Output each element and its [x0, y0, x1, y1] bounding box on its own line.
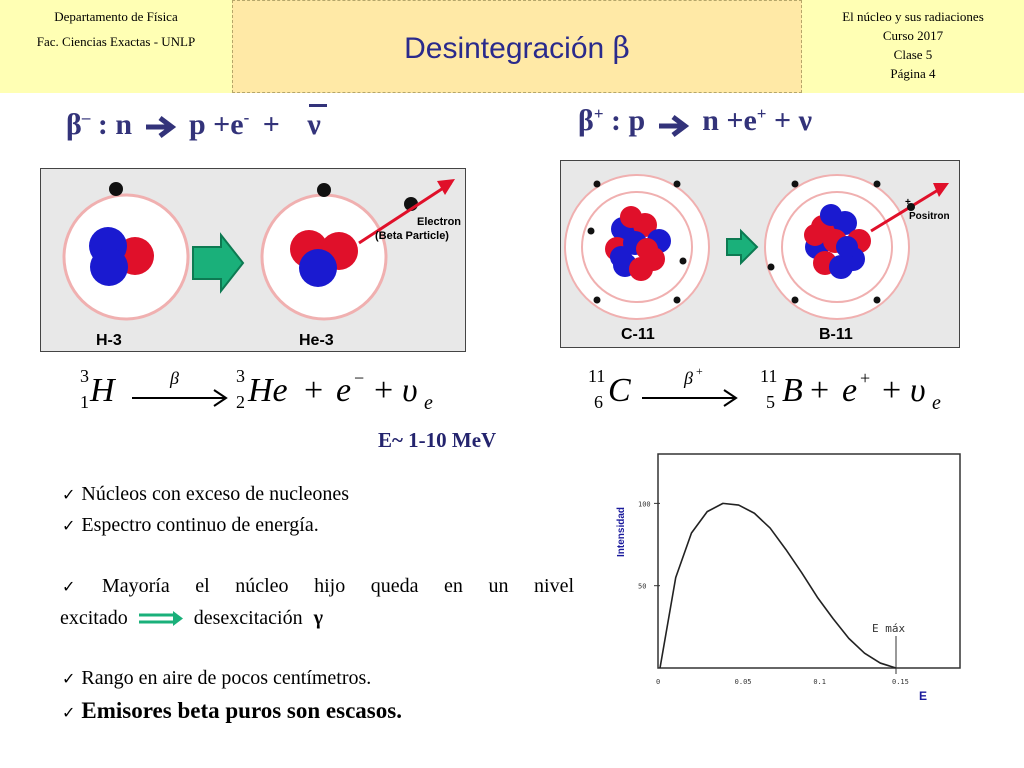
electron [587, 227, 595, 235]
label-he3: He-3 [299, 332, 334, 349]
x-tick-label: 0 [656, 678, 660, 686]
y-tick-label: 100 [638, 500, 651, 508]
nucleus-c11 [605, 206, 671, 281]
positron-label: Positron [909, 211, 950, 222]
x-axis-label: E [919, 689, 927, 703]
electron-he3 [317, 183, 331, 197]
check-icon: ✓ [62, 669, 76, 688]
electron [673, 296, 681, 304]
electron [767, 263, 775, 271]
y-tick-label: 50 [638, 583, 646, 591]
bullet-continuous-spectrum: ✓ Espectro continuo de energía. [62, 514, 319, 536]
electron [593, 296, 601, 304]
electron [673, 180, 681, 188]
equation-arrow-icon [642, 389, 738, 407]
beta-minus-diagram: Electron (Beta Particle) H-3 He-3 [40, 168, 466, 352]
electron [791, 180, 799, 188]
electron-h3 [109, 182, 123, 196]
positron-track [870, 185, 944, 233]
positron-sign: + [905, 197, 911, 208]
equation-beta-plus: 11 6 C β + 11 5 B + e + + υ e [588, 364, 941, 414]
faculty-label: Fac. Ciencias Exactas - UNLP [36, 34, 196, 49]
label-h3: H-3 [96, 332, 122, 349]
y-axis-label: Intensidad [616, 507, 627, 557]
check-icon: ✓ [62, 577, 96, 596]
bullet-pure-emitters: ✓ Emisores beta puros son escasos. [62, 698, 402, 723]
inner-orbit-c11 [581, 191, 693, 303]
x-tick-label: 0.15 [892, 678, 909, 686]
electron [873, 180, 881, 188]
equation-arrow-icon [132, 389, 228, 407]
equation-beta-minus: 3 1 H β 3 2 He + e − + υ e [80, 366, 433, 414]
header-title-box: Desintegración β [232, 0, 802, 93]
class-number: Clase 5 [893, 47, 933, 62]
check-icon: ✓ [62, 516, 76, 535]
electron [791, 296, 799, 304]
bullet-excited-state: ✓ Mayoría el núcleo hijo queda en un nive… [62, 575, 574, 597]
electron [593, 180, 601, 188]
deexcitation-arrow-icon [138, 611, 183, 627]
chart-frame [657, 453, 961, 669]
neutron [90, 248, 128, 286]
check-icon: ✓ [62, 485, 76, 504]
beta-spectrum-chart: 0 0.05 0.1 0.15 50 100 Intensidad E E máx [616, 453, 961, 703]
header-course-info: El núcleo y sus radiaciones Curso 2017 C… [802, 0, 1024, 93]
track-arrowhead-icon [437, 179, 455, 195]
bullet-excited-state-line2: excitado desexcitación γ [60, 607, 323, 629]
beta-particle-label: (Beta Particle) [375, 230, 449, 242]
spectrum-line [659, 502, 897, 669]
reaction-arrow-icon [145, 116, 176, 139]
neutron [299, 249, 337, 287]
label-c11: C-11 [621, 326, 655, 343]
page-number: Página 4 [890, 66, 936, 81]
x-tick-label: 0.05 [735, 678, 752, 686]
nucleus-b11 [804, 204, 871, 279]
transformation-arrow-icon [192, 232, 245, 294]
reaction-beta-plus: β+ : p n +e+ + ν [578, 104, 812, 138]
header-institution: Departamento de Física Fac. Ciencias Exa… [0, 0, 232, 93]
beta-plus-diagram: + Positron C-11 B-11 [560, 160, 960, 348]
emax-annotation: E máx [872, 622, 905, 635]
transformation-arrow-icon [726, 228, 759, 266]
x-tick-label: 0.1 [813, 678, 826, 686]
reaction-beta-minus: β– : n p +e- + ν [66, 104, 328, 142]
check-icon: ✓ [62, 703, 76, 722]
beta-particle-track [358, 181, 452, 245]
department-label: Departamento de Física [54, 9, 178, 24]
electron [873, 296, 881, 304]
course-topic: El núcleo y sus radiaciones [842, 9, 984, 24]
label-b11: B-11 [819, 326, 853, 343]
inner-orbit-b11 [781, 191, 893, 303]
emitted-positron [907, 203, 915, 211]
track-arrowhead-icon [933, 183, 949, 197]
energy-range: E~ 1-10 MeV [378, 428, 497, 452]
reaction-arrow-icon [658, 115, 689, 138]
electron-label: Electron [417, 216, 461, 228]
bullet-excess-nucleons: ✓ Núcleos con exceso de nucleones [62, 483, 350, 505]
course-year: Curso 2017 [882, 28, 944, 43]
page-title: Desintegración β [404, 31, 630, 66]
electron [679, 257, 687, 265]
bullet-air-range: ✓ Rango en aire de pocos centímetros. [62, 667, 372, 689]
